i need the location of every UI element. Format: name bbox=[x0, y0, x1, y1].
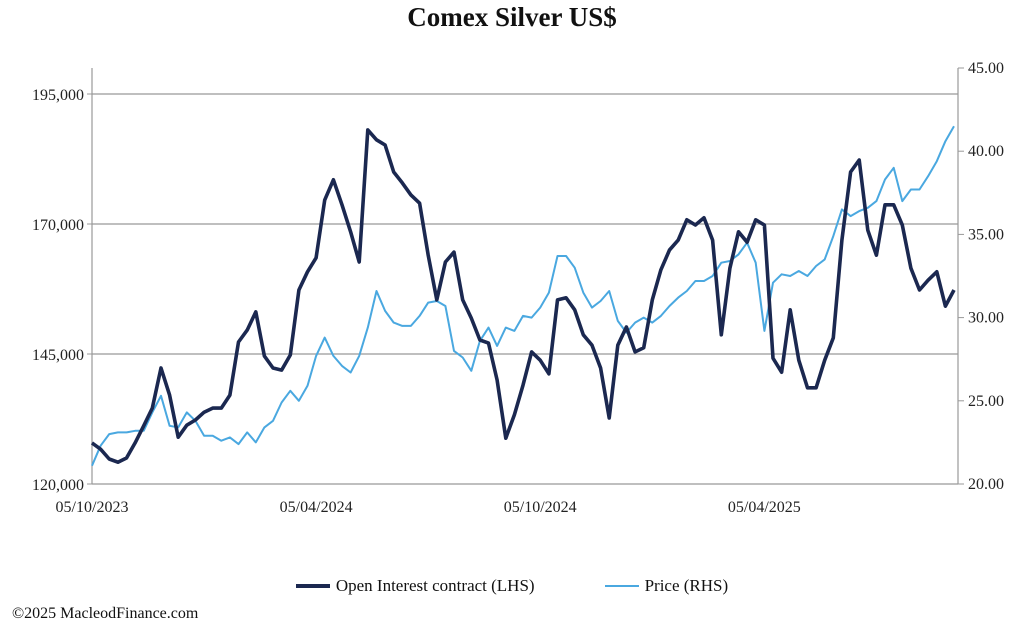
gridlines bbox=[92, 93, 958, 355]
legend-item-open-interest: Open Interest contract (LHS) bbox=[295, 576, 535, 596]
x-tick-label: 05/04/2025 bbox=[728, 499, 801, 516]
x-tick-label: 05/04/2024 bbox=[280, 499, 353, 516]
right-tick-label: 20.00 bbox=[968, 476, 1004, 493]
copyright: ©2025 MacleodFinance.com bbox=[12, 605, 199, 622]
x-tick-label: 05/10/2023 bbox=[56, 499, 129, 516]
legend-item-price: Price (RHS) bbox=[604, 576, 729, 596]
right-tick-label: 25.00 bbox=[968, 393, 1004, 410]
left-tick-label: 120,000 bbox=[32, 477, 84, 494]
x-axis-ticks: 05/10/2023 05/04/2024 05/10/2024 05/04/2025 bbox=[56, 499, 801, 516]
axes bbox=[91, 68, 959, 485]
left-tick-label: 195,000 bbox=[32, 87, 84, 104]
series-lines bbox=[90, 125, 956, 467]
legend-swatch-open-interest bbox=[295, 584, 330, 588]
right-tick-label: 40.00 bbox=[968, 143, 1004, 160]
legend-label-open-interest: Open Interest contract (LHS) bbox=[335, 576, 535, 595]
chart-title: Comex Silver US$ bbox=[407, 2, 617, 32]
legend-label-price: Price (RHS) bbox=[644, 576, 729, 595]
legend-swatch-price bbox=[604, 585, 639, 587]
right-axis-ticks: 20.00 25.00 30.00 35.00 40.00 45.00 bbox=[958, 60, 1004, 493]
right-tick-label: 35.00 bbox=[968, 226, 1004, 243]
left-axis-ticks: 120,000 145,000 170,000 195,000 bbox=[32, 87, 92, 494]
price-line bbox=[91, 125, 955, 467]
open-interest-line bbox=[90, 128, 956, 465]
right-tick-label: 30.00 bbox=[968, 310, 1004, 327]
legend: Open Interest contract (LHS) Price (RHS) bbox=[0, 576, 1024, 596]
left-tick-label: 145,000 bbox=[32, 347, 84, 364]
right-tick-label: 45.00 bbox=[968, 60, 1004, 77]
left-tick-label: 170,000 bbox=[32, 217, 84, 234]
x-tick-label: 05/10/2024 bbox=[504, 499, 577, 516]
